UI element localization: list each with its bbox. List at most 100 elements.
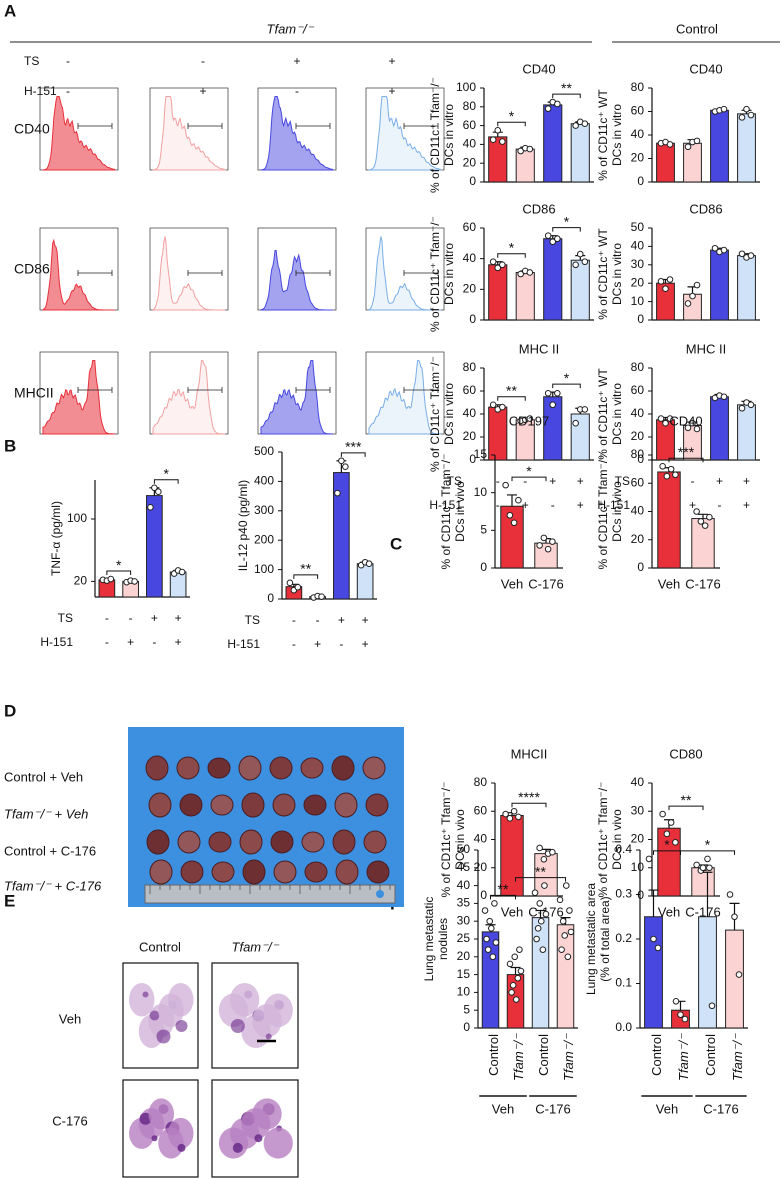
y-tick-label: 20	[631, 275, 645, 289]
error-bar	[510, 966, 521, 975]
data-point	[572, 261, 579, 269]
condition-sign: -	[292, 613, 296, 627]
data-point	[499, 403, 506, 411]
histogram	[260, 96, 335, 171]
y-tick-label: 40	[631, 406, 645, 420]
gate	[77, 270, 113, 276]
tumor	[208, 831, 232, 853]
condition-sign: -	[292, 637, 296, 651]
axis-label: % of CD11c⁺ WT	[596, 228, 610, 320]
y-tick-label: 20	[474, 860, 488, 874]
row-label: Tfam⁻/⁻ + C-176	[4, 878, 102, 893]
data-point	[510, 519, 518, 527]
axis-label: % of CD11c⁺ WT	[596, 368, 610, 460]
bar	[146, 495, 163, 598]
condition-sign: +	[338, 613, 345, 627]
group-label: Veh	[492, 1101, 514, 1116]
y-tick-label: 50	[457, 842, 471, 856]
ruler-hole	[376, 890, 384, 898]
axis-label: DCs in vitro	[610, 104, 624, 166]
data-point	[506, 511, 514, 519]
chart-title: CD197	[509, 413, 549, 428]
tumor	[148, 792, 172, 818]
tumor	[269, 756, 293, 780]
histogram	[368, 360, 442, 435]
significance-bracket	[511, 476, 547, 482]
condition-sign: -	[523, 474, 527, 488]
y-tick-label: 80	[631, 360, 645, 374]
row-label: C-176	[52, 1113, 87, 1128]
significance-bracket	[497, 253, 526, 258]
data-point	[509, 981, 517, 989]
data-point	[515, 813, 522, 821]
condition-label: TS	[58, 611, 73, 625]
bar	[515, 148, 535, 183]
data-point	[720, 105, 728, 113]
chart-title: CD40	[669, 413, 702, 428]
data-point	[666, 141, 674, 148]
row-label: Control + Veh	[4, 769, 83, 784]
y-tick-label: 0	[637, 174, 644, 188]
significance-bracket	[552, 227, 581, 232]
axis-label: DCs in vitro	[610, 243, 624, 305]
data-point	[659, 810, 666, 818]
y-tick-label: 0	[637, 888, 644, 902]
data-point	[684, 424, 692, 432]
axis-label: DCs in vivo	[453, 809, 467, 870]
data-point	[147, 504, 154, 511]
histogram	[260, 250, 333, 311]
data-point	[536, 844, 543, 852]
data-point	[499, 261, 506, 269]
data-point	[510, 807, 518, 815]
y-tick-label: 15	[474, 447, 488, 461]
data-point	[572, 122, 579, 129]
significance-bracket	[552, 383, 581, 389]
tumor-nodule	[149, 1010, 160, 1021]
data-point	[544, 545, 552, 553]
significance-label: **	[506, 383, 517, 399]
data-point	[576, 250, 584, 258]
bar	[570, 123, 590, 183]
x-tick-label: Control	[486, 1034, 501, 1076]
bar	[543, 238, 563, 321]
tumor	[241, 792, 265, 818]
tumor-nodule	[139, 1112, 152, 1125]
data-point	[549, 538, 556, 545]
group-header: Tfam⁻/⁻	[267, 21, 315, 36]
gate	[187, 123, 223, 129]
axis-label: DCs in vivo	[610, 809, 624, 870]
tumor	[238, 755, 262, 781]
y-tick-label: 10	[457, 985, 471, 999]
data-point	[693, 137, 701, 145]
tissue	[168, 982, 194, 1017]
data-point	[533, 935, 540, 943]
data-point	[562, 882, 570, 889]
tumor	[272, 793, 296, 817]
condition-sign: -	[152, 635, 156, 649]
condition-sign: +	[743, 474, 750, 488]
y-tick-label: 40	[463, 137, 477, 151]
row-label: Control + C-176	[4, 843, 96, 858]
bar	[737, 404, 756, 461]
data-point	[559, 917, 567, 925]
data-point	[338, 457, 345, 465]
tumor	[270, 830, 294, 854]
significance-label: **	[561, 80, 572, 96]
y-tick-label: 60	[463, 220, 477, 234]
data-point	[663, 472, 671, 480]
tumor-nodule	[175, 1020, 188, 1032]
bar	[737, 255, 756, 321]
tumor	[180, 860, 204, 884]
axis-label: Lung metastatic area	[584, 883, 598, 995]
significance-label: *	[564, 213, 570, 229]
y-tick-label: 0	[637, 560, 644, 574]
y-tick-label: 300	[254, 503, 274, 517]
data-point	[704, 855, 711, 863]
data-point	[517, 270, 524, 278]
y-tick-label: 0	[480, 888, 487, 902]
condition-label: TS	[24, 54, 39, 68]
data-point	[681, 1015, 689, 1023]
condition-sign: -	[496, 474, 500, 488]
y-tick-label: 60	[631, 475, 645, 489]
data-point	[738, 114, 746, 121]
